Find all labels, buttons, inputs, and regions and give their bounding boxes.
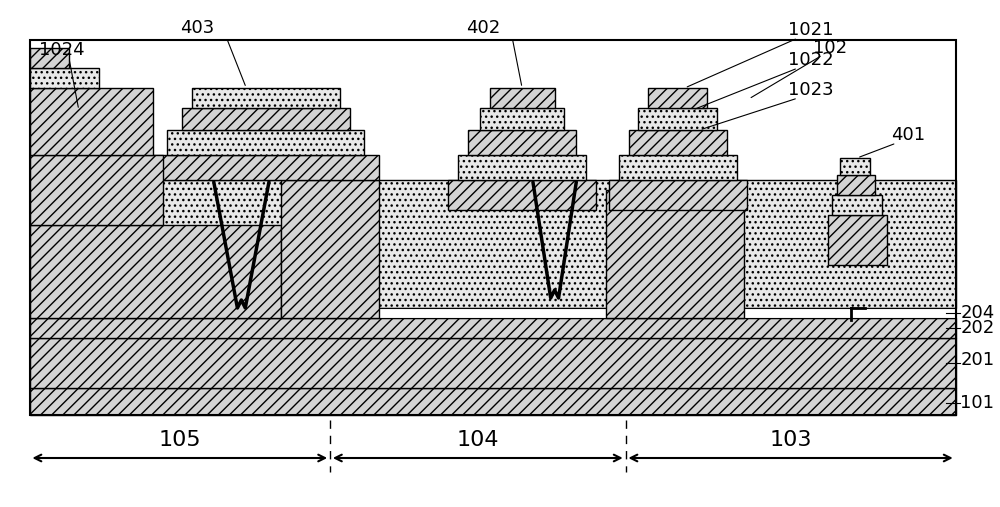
Bar (490, 88, 555, 108)
Text: 204: 204 (960, 304, 995, 322)
Text: 1024: 1024 (39, 41, 85, 59)
Text: 202: 202 (960, 319, 995, 337)
Text: 402: 402 (466, 19, 500, 37)
Bar (182, 108, 350, 130)
Bar (30, 88, 153, 155)
Bar (832, 195, 882, 215)
Bar (30, 40, 956, 415)
Bar (629, 130, 727, 155)
Text: 103: 103 (769, 430, 812, 450)
Text: 201: 201 (960, 351, 995, 369)
Bar (638, 108, 717, 130)
Text: 403: 403 (180, 19, 214, 37)
Bar (468, 130, 576, 155)
Text: 1023: 1023 (788, 81, 834, 99)
Bar (30, 225, 281, 318)
Bar (153, 155, 379, 180)
Text: 105: 105 (158, 430, 201, 450)
Text: 104: 104 (457, 430, 499, 450)
Bar (30, 318, 956, 338)
Bar (448, 180, 596, 210)
Bar (648, 88, 707, 108)
Bar (606, 190, 744, 318)
Bar (30, 308, 956, 318)
Bar (192, 88, 340, 108)
Bar (480, 108, 564, 130)
Text: 1022: 1022 (788, 51, 834, 69)
Bar (30, 388, 956, 415)
Bar (828, 215, 887, 265)
Bar (281, 180, 379, 318)
Bar (609, 180, 747, 210)
Bar (837, 175, 875, 195)
Bar (458, 155, 586, 180)
Text: 401: 401 (892, 126, 926, 144)
Bar (30, 68, 99, 88)
Bar (840, 158, 870, 175)
Bar (167, 130, 364, 155)
Bar (30, 48, 69, 68)
Bar (30, 338, 956, 388)
Text: 1021: 1021 (788, 21, 834, 39)
Bar (619, 155, 737, 180)
Text: 101: 101 (960, 394, 994, 412)
Text: 102: 102 (813, 39, 847, 57)
Bar (30, 155, 163, 225)
Bar (30, 180, 956, 308)
